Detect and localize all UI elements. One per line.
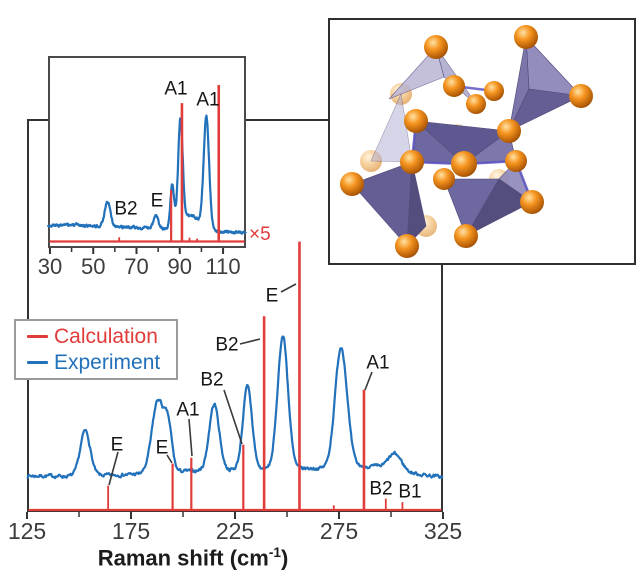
experiment-line-swatch [27,360,48,365]
tetrahedron-face [508,88,583,132]
svg-text:225: 225 [216,518,254,544]
experiment-curve [26,335,444,480]
svg-text:70: 70 [124,254,148,279]
peak-label-E: E [110,434,124,456]
peak-label-E: E [155,437,169,459]
crystal-structure-box [328,18,636,265]
peak-label-B1: B1 [398,481,422,503]
raman-spectrum-chart: 125 175 225 275 325 [8,119,462,544]
experiment-curve [46,114,247,235]
atom-sphere [433,168,455,190]
peak-label-A1: A1 [196,89,220,111]
peak-label-E: E [265,285,279,307]
atom-sphere [404,109,428,133]
atom-sphere [466,94,486,114]
x-axis-title-superscript: -1 [268,545,281,560]
peak-label-A1: A1 [366,352,390,374]
atom-sphere [454,224,478,248]
svg-text:275: 275 [320,518,358,544]
peak-label-B2: B2 [369,478,393,500]
atom-sphere [395,234,419,258]
atom-sphere [340,172,364,196]
x-axis-ticks: 30 50 70 90 110 [38,248,241,279]
atom-sphere [505,150,527,172]
x-axis-title-text: Raman shift (cm [97,545,269,571]
peak-label-A1: A1 [176,399,200,421]
tetrahedron-face [351,161,413,247]
calculation-sticks [118,85,221,242]
atom-sphere [514,25,538,49]
svg-text:30: 30 [38,254,62,279]
peak-label-B2: B2 [200,369,224,391]
atom-sphere [400,150,424,174]
low-frequency-inset-chart: 30 50 70 90 110 [38,56,247,279]
crystal-structure-illustration [340,25,593,258]
peak-label-E: E [150,190,164,212]
svg-text:50: 50 [81,254,105,279]
x-axis-title: Raman shift (cm-1) [98,545,289,571]
legend: Calculation Experiment [14,319,178,380]
atom-sphere [497,119,521,143]
x-axis-title-close: ) [280,545,289,571]
atom-sphere [424,35,448,59]
tetrahedron-face [465,178,533,237]
scale-multiplier-label: ×5 [249,224,271,245]
atom-sphere [520,190,544,214]
calculation-sticks [107,241,404,510]
svg-text:110: 110 [206,254,241,279]
peak-label-A1: A1 [164,78,188,100]
svg-text:175: 175 [112,518,150,544]
atom-sphere [484,81,504,101]
svg-text:90: 90 [168,254,192,279]
tetrahedron-face [525,36,582,97]
legend-item-experiment: Experiment [27,352,176,374]
svg-text:325: 325 [424,518,462,544]
x-axis-ticks: 125 175 225 275 325 [8,512,462,544]
atom-sphere [451,151,477,177]
legend-label-experiment: Experiment [54,351,161,374]
svg-text:125: 125 [8,518,46,544]
peak-label-B2: B2 [114,198,138,220]
atom-sphere [569,84,593,108]
peak-label-B2: B2 [215,334,239,356]
calculation-line-swatch [27,334,48,339]
inset-chart-box: 30 50 70 90 110 [38,56,247,279]
legend-item-calculation: Calculation [27,326,176,348]
atom-sphere [443,75,465,97]
legend-label-calculation: Calculation [54,325,158,348]
tetrahedron-face [406,161,427,247]
